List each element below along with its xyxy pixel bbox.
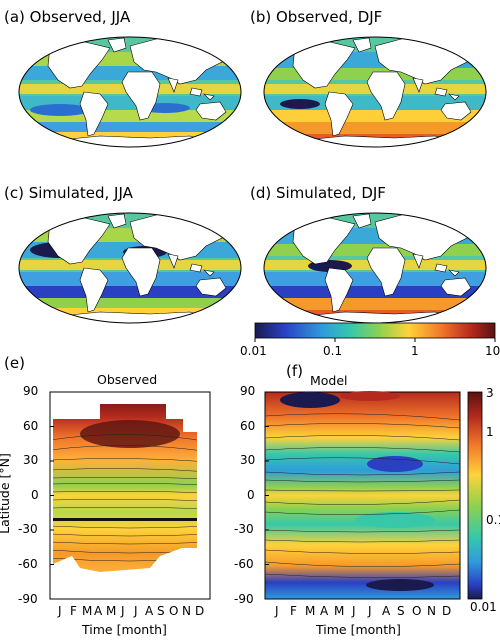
panel-b-title: (b) Observed, DJF [250, 8, 383, 26]
panel-c-title: (c) Simulated, JJA [4, 184, 133, 202]
x-tick-label: O [169, 604, 179, 618]
hov-colorbar [467, 391, 483, 600]
y-tick-label: -30 [234, 522, 254, 536]
panel-f-label: (f) [286, 362, 303, 380]
panel-e-title: Observed [97, 372, 158, 387]
x-tick-label: N [182, 604, 191, 618]
x-tick-label: N [427, 604, 436, 618]
hov-colorbar-tick: 0.1 [486, 513, 500, 527]
x-axis-title-e: Time [month] [82, 622, 167, 637]
x-tick-label: D [442, 604, 452, 618]
y-tick-label: 90 [23, 384, 39, 398]
x-tick-label: S [397, 604, 405, 618]
map-a [19, 37, 241, 147]
x-tick-label: J [121, 604, 125, 618]
x-tick-label: A [94, 604, 103, 618]
x-tick-label: A [320, 604, 329, 618]
map-colorbar-tick: 0.1 [323, 344, 343, 358]
x-tick-label: A [382, 604, 391, 618]
y-tick-label: 30 [23, 453, 39, 467]
y-axis-title: Latitude [°N] [0, 453, 12, 534]
panel-e-label: (e) [4, 354, 25, 372]
y-tick-label: 0 [31, 488, 39, 502]
map-c [19, 213, 241, 323]
x-tick-label: S [157, 604, 165, 618]
x-tick-label: A [145, 604, 154, 618]
map-colorbar-tick: 0.01 [240, 344, 267, 358]
hov-colorbar-tick: 3 [486, 386, 494, 400]
map-b [264, 37, 486, 147]
y-tick-label: -30 [18, 522, 38, 536]
x-tick-label: O [412, 604, 422, 618]
panel-f-heatmap [264, 391, 461, 600]
x-tick-label: J [275, 604, 279, 618]
map-colorbar-tick: 10 [485, 344, 500, 358]
map-d [264, 213, 486, 323]
panel-a-title: (a) Observed, JJA [4, 8, 131, 26]
map-colorbar-tick: 1 [411, 344, 419, 358]
map-colorbar [254, 322, 496, 339]
y-tick-label: 90 [240, 384, 256, 398]
hov-colorbar-tick: 1 [486, 425, 494, 439]
x-tick-label: M [334, 604, 345, 618]
x-tick-label: J [368, 604, 372, 618]
x-tick-label: J [58, 604, 62, 618]
x-tick-label: J [134, 604, 138, 618]
y-tick-label: 60 [240, 419, 256, 433]
panel-f-features [264, 391, 461, 591]
y-tick-label: -60 [234, 557, 254, 571]
y-tick-label: 0 [247, 488, 255, 502]
x-axis-title-f: Time [month] [316, 622, 401, 637]
x-tick-label: M [106, 604, 117, 618]
x-tick-label: M [82, 604, 93, 618]
x-tick-label: D [195, 604, 205, 618]
x-tick-label: F [290, 604, 297, 618]
panel-f-title: Model [310, 373, 348, 388]
hovmoller-figure [49, 391, 483, 600]
y-tick-label: -60 [18, 557, 38, 571]
panel-d-title: (d) Simulated, DJF [250, 184, 386, 202]
y-tick-label: 60 [23, 419, 39, 433]
x-tick-label: J [352, 604, 356, 618]
y-tick-label: 30 [240, 453, 256, 467]
y-tick-label: -90 [234, 592, 254, 606]
maps-figure [18, 36, 496, 342]
x-tick-label: M [305, 604, 316, 618]
x-tick-label: F [70, 604, 77, 618]
panel-e-heatmap [53, 404, 197, 572]
hov-colorbar-tick: 0.01 [470, 600, 497, 614]
y-tick-label: -90 [18, 592, 38, 606]
